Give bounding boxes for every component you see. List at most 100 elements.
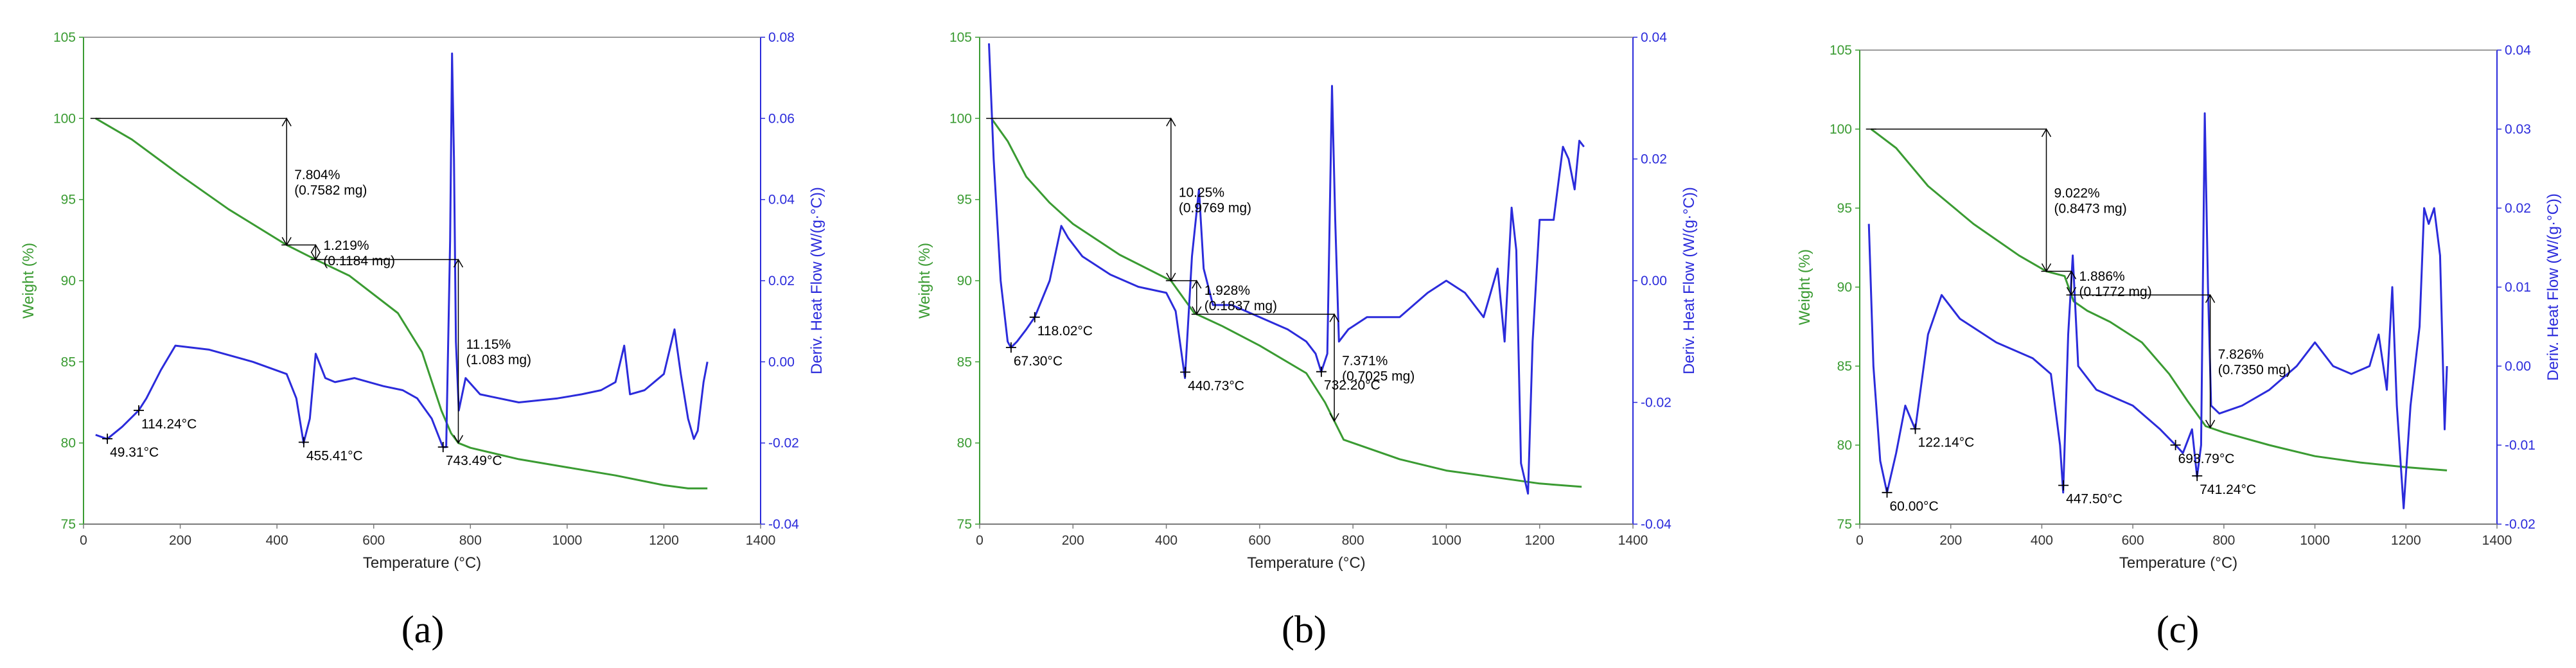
peak-marker (1005, 342, 1016, 353)
x-tick-label: 600 (362, 533, 385, 548)
peak-label: 447.50°C (2066, 492, 2122, 507)
y-axis-label: Weight (%) (916, 243, 933, 319)
y-tick-label: 75 (61, 517, 76, 532)
y2-tick-label: -0.04 (1641, 517, 1672, 532)
peak-marker (1910, 423, 1921, 434)
step-arrow-down (2205, 419, 2216, 429)
weight-line (1870, 128, 2448, 471)
step-arrow-up (2041, 128, 2052, 137)
y2-tick-label: 0.02 (2505, 201, 2531, 216)
peak-label: 114.24°C (141, 417, 197, 432)
y-tick-label: 105 (949, 30, 972, 45)
y-tick-label: 90 (957, 274, 972, 288)
y-tick-label: 75 (957, 517, 972, 532)
chart-panel-3: 0 200 400 600 800 1000 1200 1400 75 80 85 90 95 100 10… (1796, 43, 2562, 651)
x-tick-label: 800 (459, 533, 482, 548)
y-tick-label: 80 (1837, 438, 1852, 453)
x-tick-label: 0 (1856, 533, 1864, 548)
y2-tick-label: 0.00 (2505, 359, 2531, 374)
step-percent-label: 1.219% (323, 238, 369, 253)
peak-marker (298, 437, 309, 448)
y-tick-label: 90 (1837, 280, 1852, 295)
step-arrow-up (310, 243, 321, 253)
y-tick-label: 85 (61, 355, 76, 369)
heat-flow-line (95, 52, 709, 448)
peak-marker (134, 405, 145, 416)
step-arrow-up (281, 117, 292, 127)
y-tick-label: 105 (53, 30, 76, 45)
y2-tick-label: -0.02 (768, 436, 799, 451)
step-arrow-up (1329, 313, 1339, 322)
y2-tick-label: 0.08 (768, 30, 795, 45)
x-axis-label: Temperature (°C) (2119, 554, 2237, 572)
step-arrow-up (2066, 270, 2077, 279)
heat-flow-line (1867, 112, 2448, 509)
step-mass-label: (0.1772 mg) (2079, 285, 2151, 299)
step-arrow-up (1192, 279, 1202, 289)
peak-marker (1316, 366, 1327, 377)
y2-tick-label: 0.04 (1641, 30, 1667, 45)
y2-tick-label: 0.00 (768, 355, 795, 369)
peak-label: 67.30°C (1014, 354, 1063, 369)
x-tick-label: 400 (266, 533, 288, 548)
peak-label: 741.24°C (2200, 482, 2256, 497)
x-tick-label: 1000 (552, 533, 582, 548)
x-tick-label: 800 (2212, 533, 2235, 548)
peak-marker (1882, 487, 1892, 498)
chart-panel-1: 0 200 400 600 800 1000 1200 1400 75 80 85 90 95 100 10… (20, 30, 825, 651)
peak-marker (2058, 480, 2069, 491)
step-percent-label: 11.15% (466, 337, 511, 352)
heat-flow-line (988, 43, 1585, 495)
y-tick-label: 95 (61, 193, 76, 207)
step-mass-label: (0.7350 mg) (2218, 363, 2291, 378)
y2-tick-label: -0.02 (2505, 517, 2536, 532)
step-arrow-up (1166, 117, 1176, 127)
x-tick-label: 800 (1342, 533, 1364, 548)
panel-label: (b) (1282, 608, 1327, 651)
x-tick-label: 1200 (1524, 533, 1555, 548)
peak-label: 49.31°C (110, 445, 159, 460)
y-tick-label: 100 (53, 111, 76, 126)
y2-tick-label: 0.04 (2505, 43, 2531, 58)
y2-tick-label: -0.02 (1641, 396, 1672, 410)
step-arrow-down (1329, 413, 1339, 423)
step-arrow-up (2205, 294, 2216, 303)
x-tick-label: 0 (976, 533, 984, 548)
peak-label: 743.49°C (446, 453, 502, 468)
chart-panel-2: 0 200 400 600 800 1000 1200 1400 75 80 85 90 95 100 10… (916, 30, 1698, 651)
y-tick-label: 105 (1830, 43, 1852, 58)
y-tick-label: 75 (1837, 517, 1852, 532)
y-tick-label: 80 (957, 436, 972, 451)
peak-marker (1180, 367, 1191, 378)
y-tick-label: 85 (1837, 359, 1852, 374)
peak-label: 118.02°C (1037, 324, 1093, 338)
x-tick-label: 1000 (2300, 533, 2330, 548)
step-mass-label: (0.8473 mg) (2054, 202, 2127, 216)
x-tick-label: 400 (1155, 533, 1178, 548)
y2-tick-label: -0.01 (2505, 438, 2536, 453)
x-tick-label: 1000 (1431, 533, 1461, 548)
step-percent-label: 1.886% (2079, 269, 2124, 284)
step-mass-label: (0.1184 mg) (323, 254, 395, 268)
y-axis-label: Weight (%) (1796, 249, 1813, 325)
y2-tick-label: 0.01 (2505, 280, 2531, 295)
peak-marker (2192, 470, 2203, 481)
x-tick-label: 200 (1939, 533, 1962, 548)
x-tick-label: 200 (169, 533, 191, 548)
y-tick-label: 100 (1830, 122, 1852, 137)
step-percent-label: 7.804% (294, 168, 340, 182)
peak-marker (2170, 439, 2181, 450)
step-arrow-down (453, 435, 464, 444)
y2-tick-label: 0.04 (768, 193, 795, 207)
x-tick-label: 1400 (1618, 533, 1648, 548)
y-axis-label: Weight (%) (20, 243, 37, 319)
x-tick-label: 1400 (2482, 533, 2512, 548)
y-tick-label: 100 (949, 111, 972, 126)
step-arrow-up (453, 258, 464, 268)
peak-label: 440.73°C (1188, 378, 1244, 393)
weight-line (95, 118, 708, 489)
peak-label: 60.00°C (1890, 499, 1939, 514)
peak-marker (1029, 312, 1040, 322)
step-percent-label: 10.25% (1179, 186, 1224, 200)
